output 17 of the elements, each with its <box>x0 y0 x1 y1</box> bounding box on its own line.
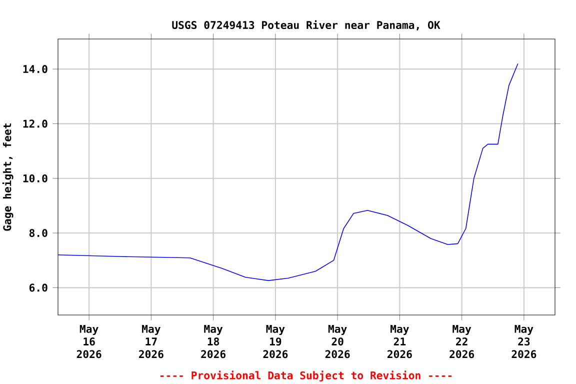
y-tick-label: 10.0 <box>23 174 48 182</box>
x-tick-label: May 22 2026 <box>450 325 474 358</box>
chart-title: USGS 07249413 Poteau River near Panama, OK <box>172 20 440 30</box>
line-series <box>58 63 518 281</box>
x-tick-label: May 17 2026 <box>138 325 164 358</box>
y-tick-label: 14.0 <box>23 65 48 74</box>
x-tick-label: May 18 2026 <box>201 325 226 358</box>
y-tick-label: 6.0 <box>29 284 48 292</box>
y-axis-title: Gage height, feet <box>2 123 14 231</box>
y-tick-label: 8.0 <box>29 228 48 238</box>
text: ---- Provisional Data Subject to Revision ---- <box>160 370 452 382</box>
x-tick-label: May 23 2026 <box>512 325 536 358</box>
x-tick-label: May 20 2026 <box>325 325 350 358</box>
x-tick-label: May 21 2026 <box>388 325 412 358</box>
y-tick-label: 12.0 <box>23 120 48 128</box>
x-tick-label: May 19 2026 <box>263 325 288 358</box>
x-tick-label: May 16 2026 <box>76 325 102 358</box>
